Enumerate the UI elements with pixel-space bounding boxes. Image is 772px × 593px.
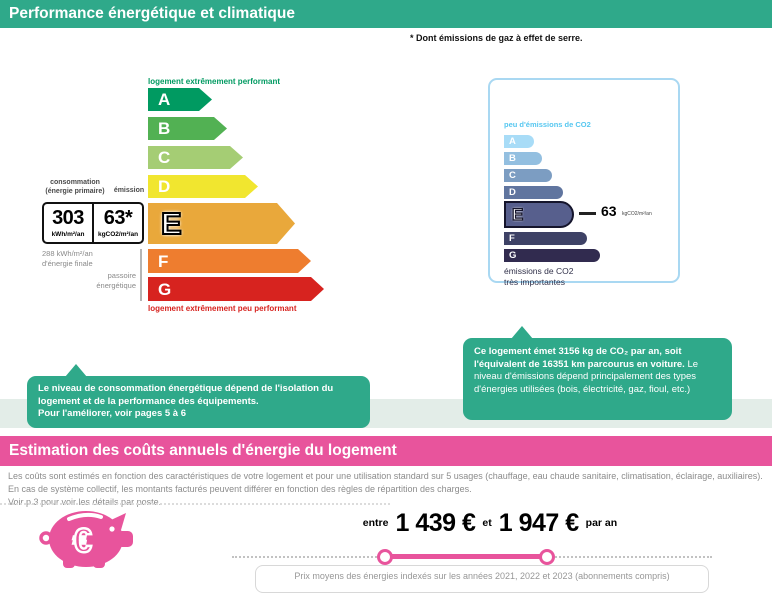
cost-range-max-knob xyxy=(539,549,555,565)
costs-paragraph-2: Voir p.3 pour voir les détails par poste… xyxy=(8,497,162,508)
energy-class-E: E xyxy=(148,203,295,244)
section-header-costs: Estimation des coûts annuels d'énergie d… xyxy=(0,436,772,466)
co2-bottom-label: émissions de CO2 très importantes xyxy=(504,266,574,287)
callout-right-bold-text: Ce logement émet 3156 kg de CO₂ par an, … xyxy=(474,346,685,370)
co2-class-E: E xyxy=(504,201,574,228)
energy-sieve-label: passoire énergétique xyxy=(96,271,136,290)
co2-class-letter-A: A xyxy=(509,135,516,147)
co2-top-label: peu d'émissions de CO2 xyxy=(504,120,591,129)
svg-text:€: € xyxy=(73,522,92,560)
sieve-bracket-line xyxy=(140,249,142,301)
cost-conjunction: et xyxy=(482,517,492,529)
co2-class-letter-B: B xyxy=(509,152,516,164)
ghg-footnote: * Dont émissions de gaz à effet de serre… xyxy=(410,33,583,43)
cost-range-min-knob xyxy=(377,549,393,565)
price-footnote: Prix moyens des énergies indexés sur les… xyxy=(294,571,670,581)
consumption-cell: 303 kWh/m²/an xyxy=(44,204,94,242)
energy-class-C: C xyxy=(148,146,243,169)
callout-right-pointer-icon xyxy=(511,326,533,339)
energy-class-letter-F: F xyxy=(158,251,169,271)
energy-class-A: A xyxy=(148,88,212,111)
co2-class-letter-C: C xyxy=(509,169,516,181)
co2-unit: kgCO2/m²/an xyxy=(622,211,652,217)
energy-class-D: D xyxy=(148,175,258,198)
price-footnote-box: Prix moyens des énergies indexés sur les… xyxy=(255,565,709,593)
emission-unit: kgCO2/m²/an xyxy=(97,231,139,238)
energy-class-letter-C: C xyxy=(158,148,171,167)
energy-scale-top-label: logement extrêmement performant xyxy=(148,77,281,86)
co2-pointer-line xyxy=(579,212,596,215)
consumption-unit: kWh/m²/an xyxy=(51,231,85,238)
consumption-label: consommation (énergie primaire) xyxy=(45,179,105,195)
energy-class-letter-E: E xyxy=(161,206,182,241)
energy-value-box: 303 kWh/m²/an 63* kgCO2/m²/an xyxy=(42,202,144,244)
annual-cost-estimate: entre 1 439 € et 1 947 € par an xyxy=(280,505,700,541)
co2-value: 63 xyxy=(601,203,617,219)
costs-paragraph: Les coûts sont estimés en fonction des c… xyxy=(8,471,763,508)
emission-value: 63* xyxy=(103,207,133,229)
energy-scale-bottom-label: logement extrêmement peu performant xyxy=(148,304,297,313)
section-header-costs-title: Estimation des coûts annuels d'énergie d… xyxy=(9,442,397,459)
co2-class-B: B xyxy=(504,152,542,165)
co2-class-letter-G: G xyxy=(509,249,517,261)
cost-suffix: par an xyxy=(585,517,618,529)
cost-range-bar xyxy=(385,554,547,559)
emission-cell: 63* kgCO2/m²/an xyxy=(94,204,142,242)
co2-class-letter-D: D xyxy=(509,186,516,198)
energy-class-B: B xyxy=(148,117,227,140)
final-energy-label: 288 kWh/m²/an d'énergie finale xyxy=(42,249,93,268)
consumption-value: 303 xyxy=(52,207,84,229)
callout-energy-consumption: Le niveau de consommation énergétique dé… xyxy=(27,364,370,428)
callout-left-pointer-icon xyxy=(65,364,87,377)
energy-class-F: F xyxy=(148,249,311,273)
energy-class-letter-A: A xyxy=(158,90,171,109)
co2-class-D: D xyxy=(504,186,563,199)
section-header-energy: Performance énergétique et climatique xyxy=(0,0,772,28)
emission-label: émission xyxy=(113,187,145,194)
callout-right-text: Le niveau d'émissions dépend principalem… xyxy=(474,358,699,395)
energy-class-letter-B: B xyxy=(158,119,171,138)
section-header-energy-title: Performance énergétique et climatique xyxy=(9,5,295,22)
dotted-divider xyxy=(0,503,390,505)
piggy-bank-icon: € xyxy=(39,511,133,568)
co2-class-C: C xyxy=(504,169,552,182)
callout-left-text2: Pour l'améliorer, voir pages 5 à 6 xyxy=(38,408,186,420)
co2-class-A: A xyxy=(504,135,534,148)
energy-class-letter-G: G xyxy=(158,279,172,299)
energy-class-G: G xyxy=(148,277,324,301)
co2-class-G: G xyxy=(504,249,600,262)
callout-left-text: Le niveau de consommation énergétique dé… xyxy=(38,383,334,407)
cost-min: 1 439 € xyxy=(395,508,476,537)
cost-prefix: entre xyxy=(362,517,389,529)
co2-class-F: F xyxy=(504,232,587,245)
co2-class-letter-E: E xyxy=(511,205,524,224)
co2-class-letter-F: F xyxy=(509,232,515,244)
callout-co2-emissions: Ce logement émet 3156 kg de CO₂ par an, … xyxy=(463,326,732,420)
cost-max: 1 947 € xyxy=(498,508,579,537)
energy-class-letter-D: D xyxy=(158,177,171,196)
